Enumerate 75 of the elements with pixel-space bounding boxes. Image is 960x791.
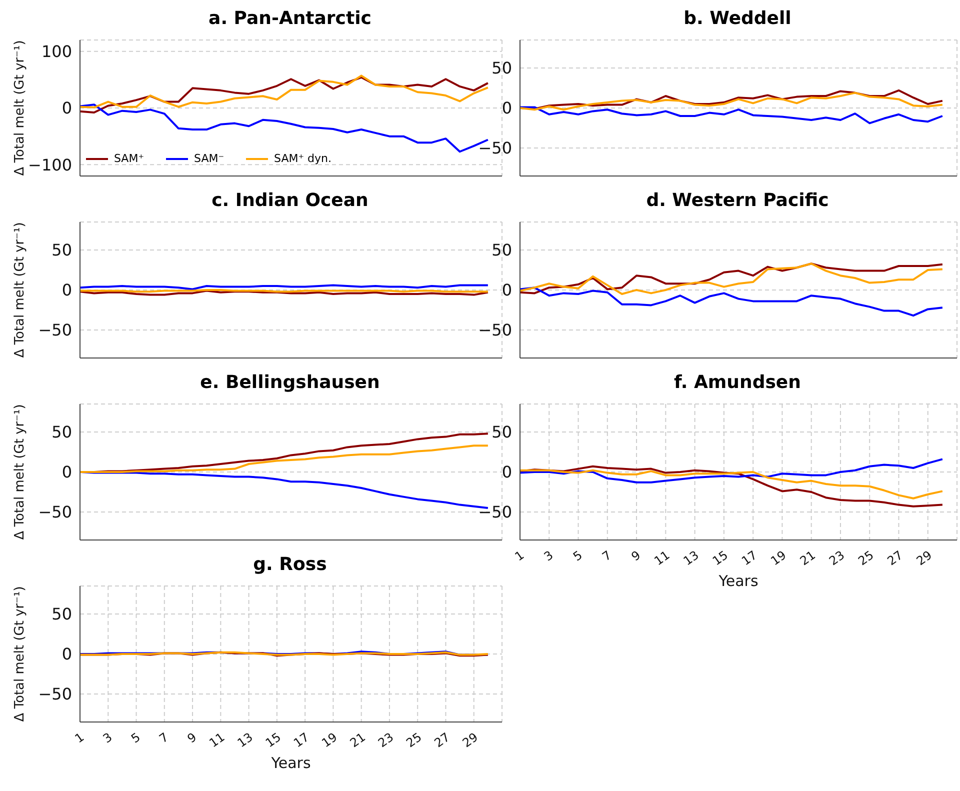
x-tick-label: 17 xyxy=(291,730,312,750)
legend-label: SAM⁻ xyxy=(194,152,224,165)
y-tick-label: 0 xyxy=(62,462,72,482)
y-tick-label: 50 xyxy=(492,240,512,260)
x-tick-label: 9 xyxy=(628,548,644,564)
x-tick-label: 25 xyxy=(404,730,424,750)
x-tick-label: 29 xyxy=(914,548,934,568)
x-tick-label: 11 xyxy=(652,548,672,568)
x-tick-label: 21 xyxy=(797,548,818,568)
x-tick-label: 7 xyxy=(156,730,172,746)
y-tick-label: −50 xyxy=(478,502,512,522)
x-tick-label: 23 xyxy=(826,548,848,568)
line-series xyxy=(520,106,944,124)
x-tick-label: 3 xyxy=(100,730,115,746)
line-series xyxy=(80,76,489,114)
y-tick-label: −100 xyxy=(28,155,72,174)
y-tick-label: 100 xyxy=(41,42,72,62)
line-series xyxy=(80,444,489,473)
x-tick-label: 13 xyxy=(234,730,256,750)
x-tick-label: 11 xyxy=(206,730,228,750)
legend-label: SAM⁺ xyxy=(114,152,144,165)
x-axis-title: Years xyxy=(270,754,311,772)
x-tick-label: 3 xyxy=(541,548,556,564)
line-series xyxy=(80,74,489,108)
y-axis-title: Δ Total melt (Gt yr⁻¹) xyxy=(12,404,28,540)
y-axis-title: Δ Total melt (Gt yr⁻¹) xyxy=(12,40,28,176)
x-tick-label: 21 xyxy=(347,730,368,750)
x-tick-label: 7 xyxy=(600,548,614,564)
x-tick-label: 1 xyxy=(512,548,527,564)
x-tick-label: 23 xyxy=(376,730,396,750)
y-tick-label: −50 xyxy=(38,320,72,340)
y-tick-label: 0 xyxy=(62,98,72,118)
y-tick-label: 50 xyxy=(52,422,72,442)
chart-title: f. Amundsen xyxy=(673,372,802,393)
chart-title: d. Western Pacific xyxy=(645,190,830,211)
y-axis-title: Δ Total melt (Gt yr⁻¹) xyxy=(12,586,28,722)
y-tick-label: −50 xyxy=(478,320,512,340)
x-tick-label: 27 xyxy=(432,730,452,750)
x-tick-label: 5 xyxy=(128,730,143,746)
y-axis-title: Δ Total melt (Gt yr⁻¹) xyxy=(12,222,28,358)
x-tick-label: 9 xyxy=(184,730,200,746)
y-tick-label: 0 xyxy=(502,98,512,118)
y-tick-label: −50 xyxy=(478,138,512,158)
x-tick-label: 13 xyxy=(680,548,702,568)
line-series xyxy=(520,465,944,508)
x-tick-label: 25 xyxy=(856,548,876,568)
x-tick-label: 15 xyxy=(710,548,731,568)
x-tick-label: 29 xyxy=(460,730,480,750)
line-series xyxy=(520,469,944,500)
x-tick-label: 19 xyxy=(319,730,340,750)
y-tick-label: 50 xyxy=(52,240,72,260)
y-tick-label: −50 xyxy=(38,684,72,704)
chart-title: b. Weddell xyxy=(682,8,792,29)
chart-title: a. Pan-Antarctic xyxy=(208,8,372,29)
chart-title: g. Ross xyxy=(252,554,328,575)
y-tick-label: −50 xyxy=(38,502,72,522)
y-tick-label: 0 xyxy=(502,280,512,300)
x-axis-title: Years xyxy=(718,572,758,590)
chart-title: e. Bellingshausen xyxy=(199,372,381,393)
y-tick-label: 0 xyxy=(62,644,72,664)
y-tick-label: 50 xyxy=(492,422,512,442)
chart-title: c. Indian Ocean xyxy=(210,190,370,211)
x-tick-label: 15 xyxy=(262,730,284,750)
legend-label: SAM⁺ dyn. xyxy=(274,152,332,165)
x-tick-label: 19 xyxy=(768,548,789,568)
x-tick-label: 5 xyxy=(570,548,585,564)
y-tick-label: 0 xyxy=(502,462,512,482)
x-tick-label: 17 xyxy=(739,548,760,568)
y-tick-label: 50 xyxy=(52,604,72,624)
y-tick-label: 50 xyxy=(492,58,512,78)
y-tick-label: 0 xyxy=(62,280,72,300)
line-series xyxy=(520,458,944,484)
line-series xyxy=(520,286,944,317)
x-tick-label: 1 xyxy=(72,730,87,746)
x-tick-label: 27 xyxy=(884,548,906,568)
